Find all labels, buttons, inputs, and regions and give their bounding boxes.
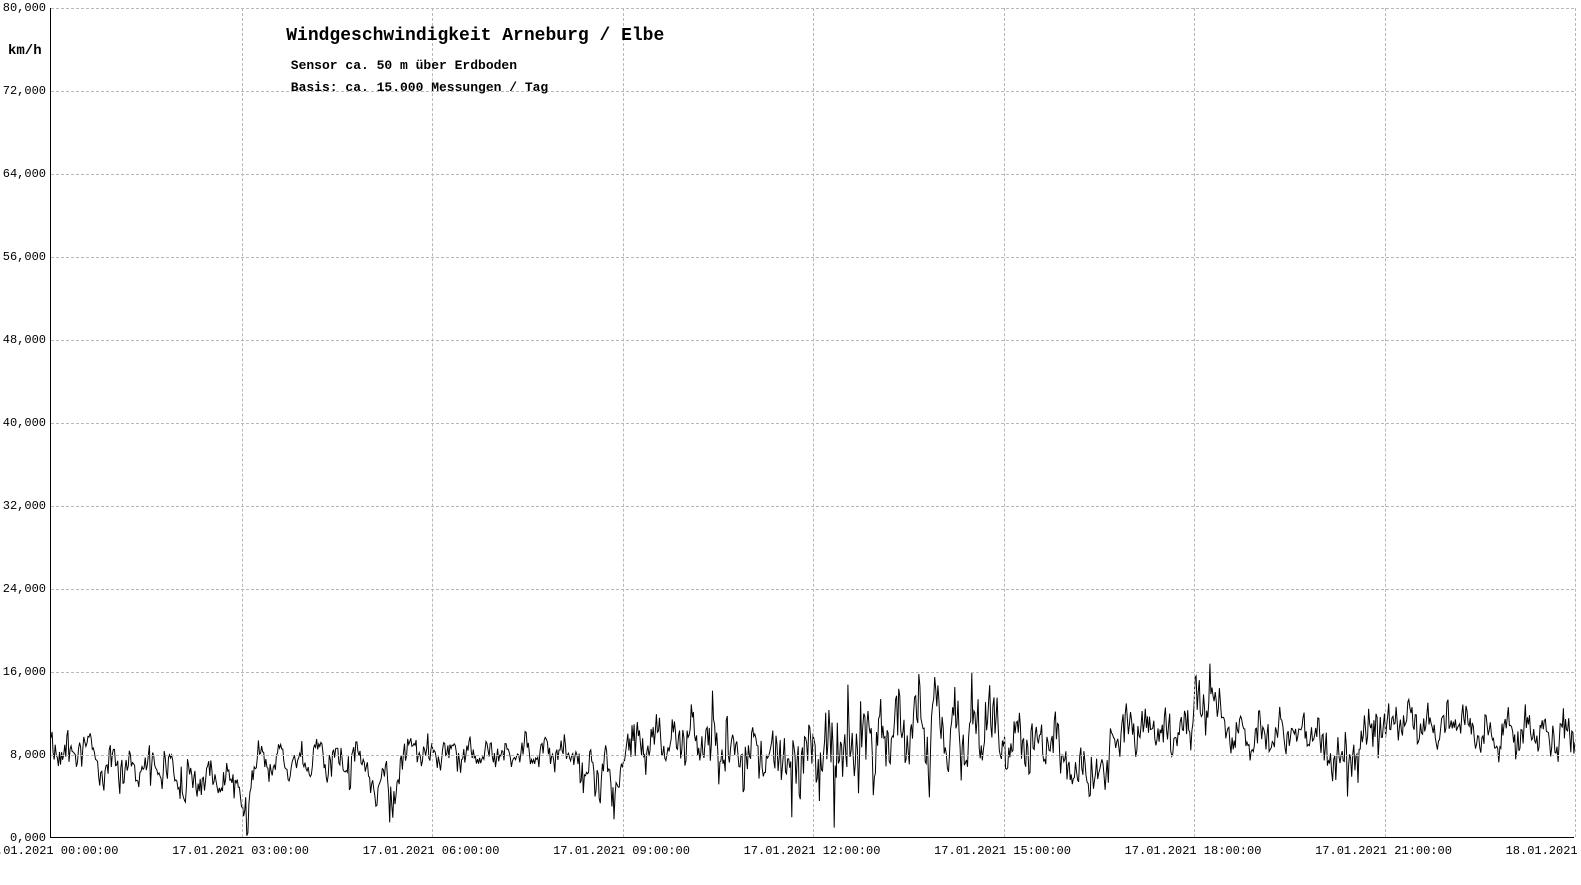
x-tick-label: 17.01.2021 15:00:00 [934, 844, 1071, 858]
y-tick-label: 48,000 [3, 333, 46, 347]
gridline-vertical [1385, 8, 1386, 837]
chart-subtitle-sensor: Sensor ca. 50 m über Erdboden [291, 58, 517, 73]
y-tick-label: 72,000 [3, 84, 46, 98]
x-tick-label: 17.01.2021 06:00:00 [363, 844, 500, 858]
x-tick-label: 17.01.2021 09:00:00 [553, 844, 690, 858]
chart-title: Windgeschwindigkeit Arneburg / Elbe [286, 26, 664, 46]
gridline-vertical [242, 8, 243, 837]
gridline-vertical [1194, 8, 1195, 837]
x-tick-label: 17.01.2021 03:00:00 [172, 844, 309, 858]
y-tick-label: 24,000 [3, 582, 46, 596]
gridline-vertical [1575, 8, 1576, 837]
y-tick-label: 16,000 [3, 665, 46, 679]
y-tick-label: 80,000 [3, 1, 46, 15]
y-tick-label: 40,000 [3, 416, 46, 430]
x-tick-label: 17.01.2021 21:00:00 [1315, 844, 1452, 858]
y-tick-label: 56,000 [3, 250, 46, 264]
gridline-vertical [1004, 8, 1005, 837]
x-tick-label: 17.01.2021 12:00:00 [744, 844, 881, 858]
x-tick-label: 17.01.2021 00:00:00 [0, 844, 118, 858]
y-axis-unit-label: km/h [8, 43, 42, 59]
y-tick-label: 32,000 [3, 499, 46, 513]
wind-speed-chart: km/h Windgeschwindigkeit Arneburg / Elbe… [0, 0, 1581, 885]
gridline-vertical [813, 8, 814, 837]
y-tick-label: 64,000 [3, 167, 46, 181]
gridline-vertical [623, 8, 624, 837]
y-tick-label: 0,000 [10, 831, 46, 845]
y-tick-label: 8,000 [10, 748, 46, 762]
plot-area [50, 8, 1574, 838]
x-tick-label: 18.01.2021 00:00:00 [1506, 844, 1581, 858]
x-tick-label: 17.01.2021 18:00:00 [1125, 844, 1262, 858]
chart-subtitle-basis: Basis: ca. 15.000 Messungen / Tag [291, 80, 548, 95]
gridline-vertical [432, 8, 433, 837]
